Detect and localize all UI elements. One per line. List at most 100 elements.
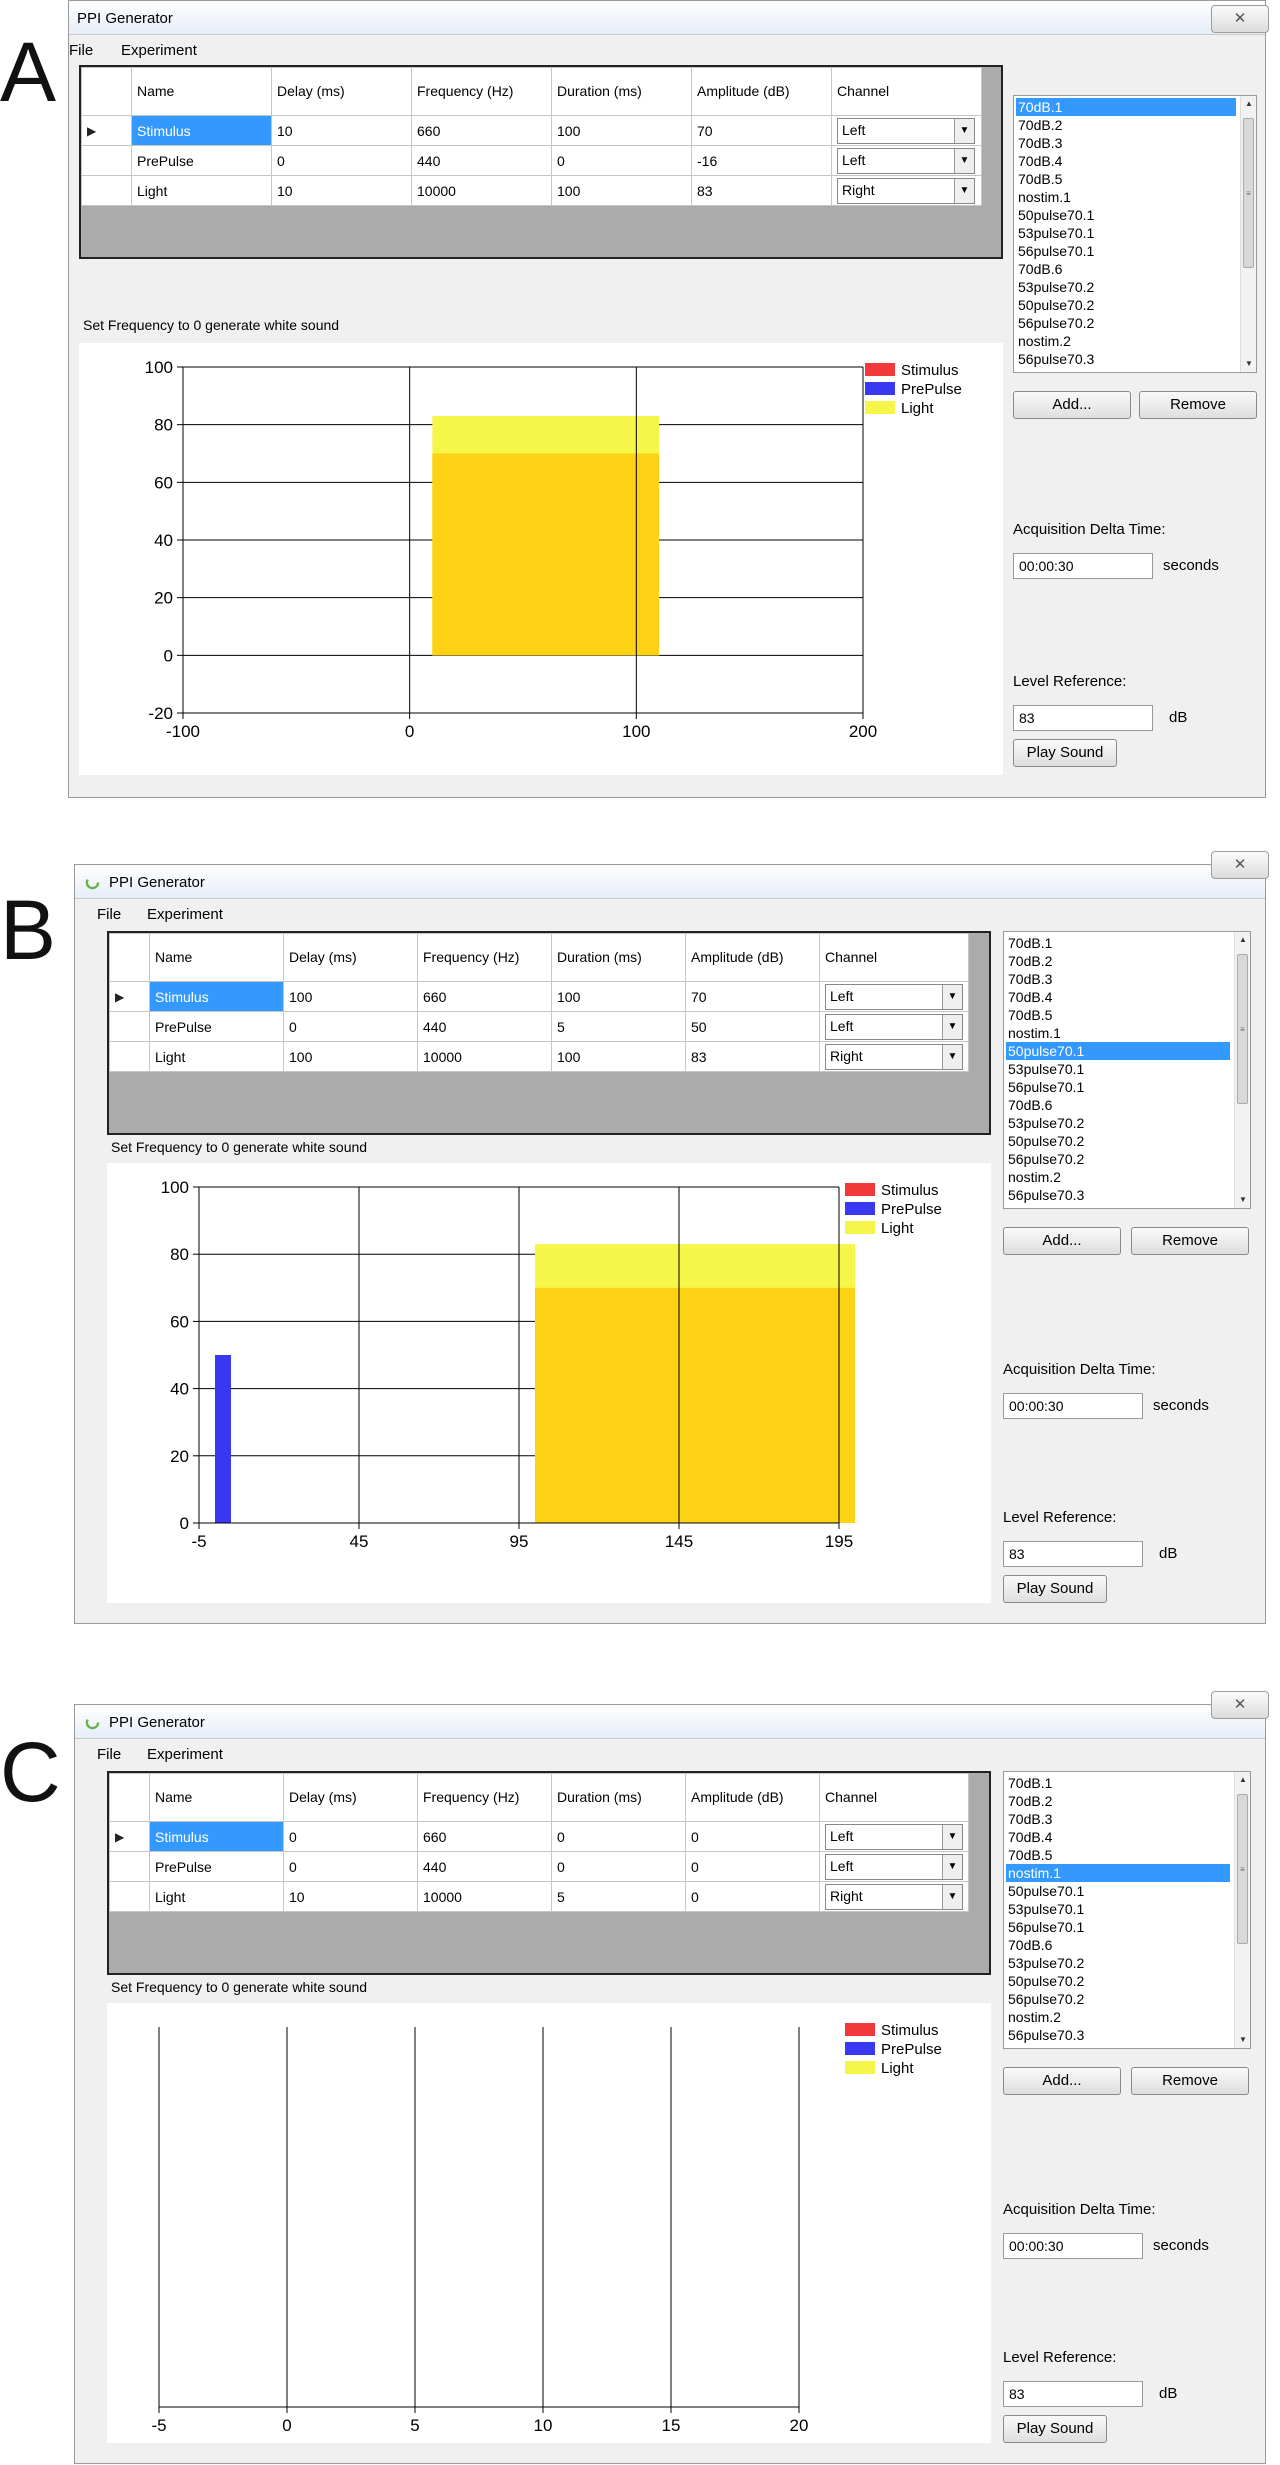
channel-dropdown[interactable]: Right ▼ xyxy=(825,1043,963,1070)
chevron-down-icon[interactable]: ▼ xyxy=(954,118,974,143)
column-header-name[interactable]: Name xyxy=(149,1773,284,1822)
cell-amplitude[interactable]: 0 xyxy=(685,1881,820,1912)
experiment-list[interactable]: 56pulse70.3 nostim.2 56pulse70.2 50pulse70.… xyxy=(1013,95,1257,373)
list-item[interactable]: nostim.1 xyxy=(1018,189,1071,205)
table-row[interactable]: ▶ Stimulus 10 660 100 70 Left ▼ xyxy=(81,115,982,146)
cell-delay[interactable]: 0 xyxy=(283,1851,418,1882)
list-item[interactable]: 70dB.2 xyxy=(1018,117,1063,133)
chevron-down-icon[interactable]: ▼ xyxy=(942,1044,962,1069)
cell-duration[interactable]: 0 xyxy=(551,1851,686,1882)
list-item[interactable]: 70dB.3 xyxy=(1008,971,1053,987)
menu-experiment[interactable]: Experiment xyxy=(147,906,223,923)
cell-amplitude[interactable]: 0 xyxy=(685,1851,820,1882)
list-item[interactable]: 56pulse70.3 xyxy=(1008,1187,1085,1203)
level-field[interactable]: 83 xyxy=(1003,2381,1143,2407)
cell-frequency[interactable]: 660 xyxy=(417,1821,552,1852)
list-item[interactable]: 70dB.5 xyxy=(1008,1007,1053,1023)
cell-frequency[interactable]: 10000 xyxy=(417,1041,552,1072)
list-item[interactable]: 53pulse70.2 xyxy=(1018,279,1095,295)
list-item[interactable]: 53pulse70.2 xyxy=(1008,1115,1085,1131)
list-item[interactable]: 56pulse70.2 xyxy=(1008,1991,1085,2007)
cell-frequency[interactable]: 440 xyxy=(417,1851,552,1882)
menu-experiment[interactable]: Experiment xyxy=(121,42,197,59)
column-header-delay[interactable]: Delay (ms) xyxy=(283,1773,418,1822)
channel-dropdown[interactable]: Left ▼ xyxy=(825,1823,963,1850)
remove-button[interactable]: Remove xyxy=(1131,1227,1249,1255)
column-header-frequency[interactable]: Frequency (Hz) xyxy=(417,1773,552,1822)
list-item[interactable]: 53pulse70.1 xyxy=(1008,1061,1085,1077)
list-item[interactable]: 70dB.3 xyxy=(1008,1811,1053,1827)
cell-name[interactable]: PrePulse xyxy=(149,1011,284,1042)
acquisition-field[interactable]: 00:00:30 xyxy=(1003,2233,1143,2259)
channel-dropdown[interactable]: Left ▼ xyxy=(825,1853,963,1880)
remove-button[interactable]: Remove xyxy=(1139,391,1257,419)
chevron-down-icon[interactable]: ▼ xyxy=(942,1854,962,1879)
list-item[interactable]: 53pulse70.2 xyxy=(1008,1955,1085,1971)
column-header-frequency[interactable]: Frequency (Hz) xyxy=(411,67,552,116)
scroll-down-icon[interactable]: ▼ xyxy=(1239,2035,1247,2044)
cell-frequency[interactable]: 660 xyxy=(417,981,552,1012)
table-row[interactable]: Light 100 10000 100 83 Right ▼ xyxy=(109,1041,969,1072)
table-row[interactable]: Light 10 10000 5 0 Right ▼ xyxy=(109,1881,969,1912)
list-item[interactable]: 50pulse70.1 xyxy=(1008,1883,1085,1899)
acquisition-field[interactable]: 00:00:30 xyxy=(1003,1393,1143,1419)
cell-duration[interactable]: 5 xyxy=(551,1881,686,1912)
table-row[interactable]: PrePulse 0 440 0 -16 Left ▼ xyxy=(81,145,982,176)
list-item[interactable]: 50pulse70.2 xyxy=(1008,1133,1085,1149)
channel-dropdown[interactable]: Right ▼ xyxy=(825,1883,963,1910)
list-item[interactable]: 70dB.4 xyxy=(1008,1829,1053,1845)
scroll-down-icon[interactable]: ▼ xyxy=(1245,359,1253,368)
list-item[interactable]: 56pulse70.2 xyxy=(1018,315,1095,331)
list-item[interactable]: 70dB.4 xyxy=(1018,153,1063,169)
cell-amplitude[interactable]: 83 xyxy=(685,1041,820,1072)
list-item[interactable]: 70dB.5 xyxy=(1018,171,1063,187)
list-scrollbar[interactable]: ▲ ≡ ▼ xyxy=(1234,932,1250,1208)
column-header-amplitude[interactable]: Amplitude (dB) xyxy=(691,67,832,116)
chevron-down-icon[interactable]: ▼ xyxy=(954,148,974,173)
list-item[interactable]: 50pulse70.2 xyxy=(1008,1973,1085,1989)
list-item[interactable]: 56pulse70.1 xyxy=(1008,1919,1085,1935)
list-item[interactable]: 70dB.6 xyxy=(1008,1097,1053,1113)
chevron-down-icon[interactable]: ▼ xyxy=(942,1824,962,1849)
list-item[interactable]: 56pulse70.2 xyxy=(1008,1151,1085,1167)
cell-delay[interactable]: 0 xyxy=(283,1011,418,1042)
cell-amplitude[interactable]: 50 xyxy=(685,1011,820,1042)
cell-frequency[interactable]: 660 xyxy=(411,115,552,146)
cell-duration[interactable]: 5 xyxy=(551,1011,686,1042)
cell-name[interactable]: Stimulus xyxy=(149,981,284,1012)
level-field[interactable]: 83 xyxy=(1013,705,1153,731)
remove-button[interactable]: Remove xyxy=(1131,2067,1249,2095)
add-button[interactable]: Add... xyxy=(1003,1227,1121,1255)
list-item[interactable]: nostim.1 xyxy=(1006,1864,1230,1882)
experiment-list[interactable]: 56pulse70.3 nostim.2 56pulse70.2 50pulse70.… xyxy=(1003,1771,1251,2049)
cell-delay[interactable]: 10 xyxy=(283,1881,418,1912)
list-item[interactable]: 70dB.1 xyxy=(1008,935,1053,951)
scroll-thumb[interactable]: ≡ xyxy=(1237,1794,1248,1944)
list-item[interactable]: 70dB.2 xyxy=(1008,953,1053,969)
cell-duration[interactable]: 0 xyxy=(551,145,692,176)
chevron-down-icon[interactable]: ▼ xyxy=(954,178,974,203)
close-button[interactable]: ✕ xyxy=(1211,1691,1269,1719)
menu-file[interactable]: File xyxy=(97,906,122,923)
play-sound-button[interactable]: Play Sound xyxy=(1003,1575,1107,1603)
play-sound-button[interactable]: Play Sound xyxy=(1003,2415,1107,2443)
cell-frequency[interactable]: 10000 xyxy=(411,175,552,206)
channel-dropdown[interactable]: Left ▼ xyxy=(825,983,963,1010)
cell-name[interactable]: Light xyxy=(131,175,272,206)
cell-amplitude[interactable]: -16 xyxy=(691,145,832,176)
list-item[interactable]: nostim.2 xyxy=(1018,333,1071,349)
cell-delay[interactable]: 10 xyxy=(271,175,412,206)
add-button[interactable]: Add... xyxy=(1013,391,1131,419)
column-header-duration[interactable]: Duration (ms) xyxy=(551,67,692,116)
cell-duration[interactable]: 0 xyxy=(551,1821,686,1852)
cell-duration[interactable]: 100 xyxy=(551,1041,686,1072)
add-button[interactable]: Add... xyxy=(1003,2067,1121,2095)
cell-name[interactable]: Stimulus xyxy=(131,115,272,146)
cell-delay[interactable]: 10 xyxy=(271,115,412,146)
cell-amplitude[interactable]: 70 xyxy=(685,981,820,1012)
cell-amplitude[interactable]: 0 xyxy=(685,1821,820,1852)
cell-amplitude[interactable]: 70 xyxy=(691,115,832,146)
scroll-thumb[interactable]: ≡ xyxy=(1243,118,1254,268)
list-scrollbar[interactable]: ▲ ≡ ▼ xyxy=(1240,96,1256,372)
column-header-channel[interactable]: Channel xyxy=(819,933,969,982)
